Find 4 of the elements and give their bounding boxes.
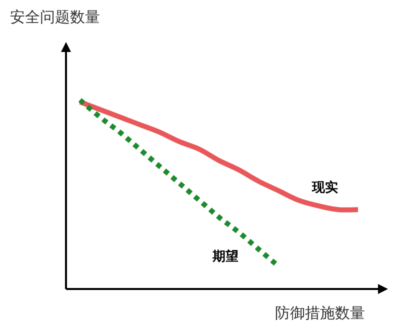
series-label: 现实 bbox=[311, 180, 338, 196]
y-axis-title: 安全问题数量 bbox=[10, 8, 100, 26]
series-label: 期望 bbox=[212, 248, 239, 264]
x-axis-title: 防御措施数量 bbox=[275, 304, 365, 322]
